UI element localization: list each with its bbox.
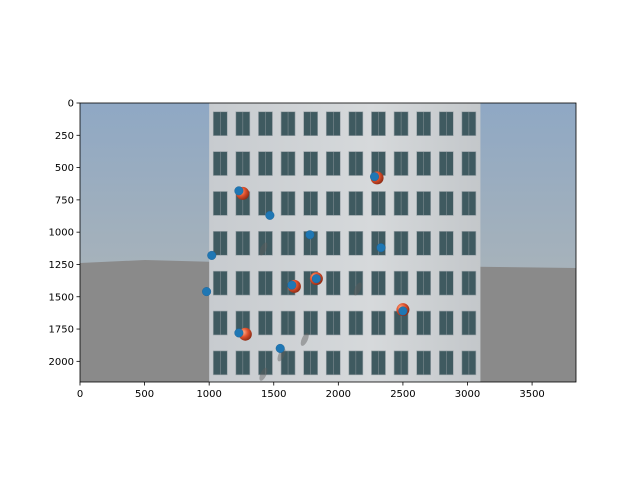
building-facade xyxy=(209,103,481,382)
y-tick-label: 1250 xyxy=(49,260,74,271)
ball-shadow xyxy=(259,367,268,381)
data-point xyxy=(376,243,386,253)
x-tick-label: 2000 xyxy=(326,389,351,400)
ball-shadow xyxy=(277,348,286,362)
data-point xyxy=(234,328,244,338)
x-tick-label: 1000 xyxy=(196,389,221,400)
x-axis: 0 500 1000 1500 2000 2500 3000 3500 xyxy=(77,382,545,400)
data-point xyxy=(202,287,212,297)
y-tick-label: 2000 xyxy=(49,357,74,368)
background-photo xyxy=(80,103,576,382)
x-tick-label: 500 xyxy=(135,389,154,400)
y-tick-label: 1000 xyxy=(49,228,74,239)
x-tick-label: 3500 xyxy=(519,389,544,400)
ball-shadow xyxy=(300,332,309,346)
data-markers xyxy=(202,171,410,353)
x-tick-label: 3000 xyxy=(455,389,480,400)
y-tick-label: 500 xyxy=(55,163,74,174)
x-tick-label: 1500 xyxy=(261,389,286,400)
data-point xyxy=(305,230,315,240)
data-point xyxy=(265,210,275,220)
plot-frame xyxy=(79,102,577,383)
data-point xyxy=(370,172,380,182)
data-point xyxy=(287,280,297,290)
y-axis: 0 250 500 750 1000 1250 1500 1750 2000 xyxy=(49,99,80,368)
ball-shadow xyxy=(259,242,268,256)
y-tick-label: 1500 xyxy=(49,292,74,303)
y-tick-label: 250 xyxy=(55,131,74,142)
x-tick-label: 2500 xyxy=(390,389,415,400)
data-point xyxy=(275,343,285,353)
x-tick-label: 0 xyxy=(77,389,83,400)
y-tick-label: 750 xyxy=(55,195,74,206)
data-point xyxy=(234,186,244,196)
y-tick-label: 0 xyxy=(68,99,74,110)
ball-shadow xyxy=(353,282,362,296)
y-tick-label: 1750 xyxy=(49,325,74,336)
data-point xyxy=(398,306,408,316)
data-point xyxy=(207,250,217,260)
data-point xyxy=(311,274,321,284)
